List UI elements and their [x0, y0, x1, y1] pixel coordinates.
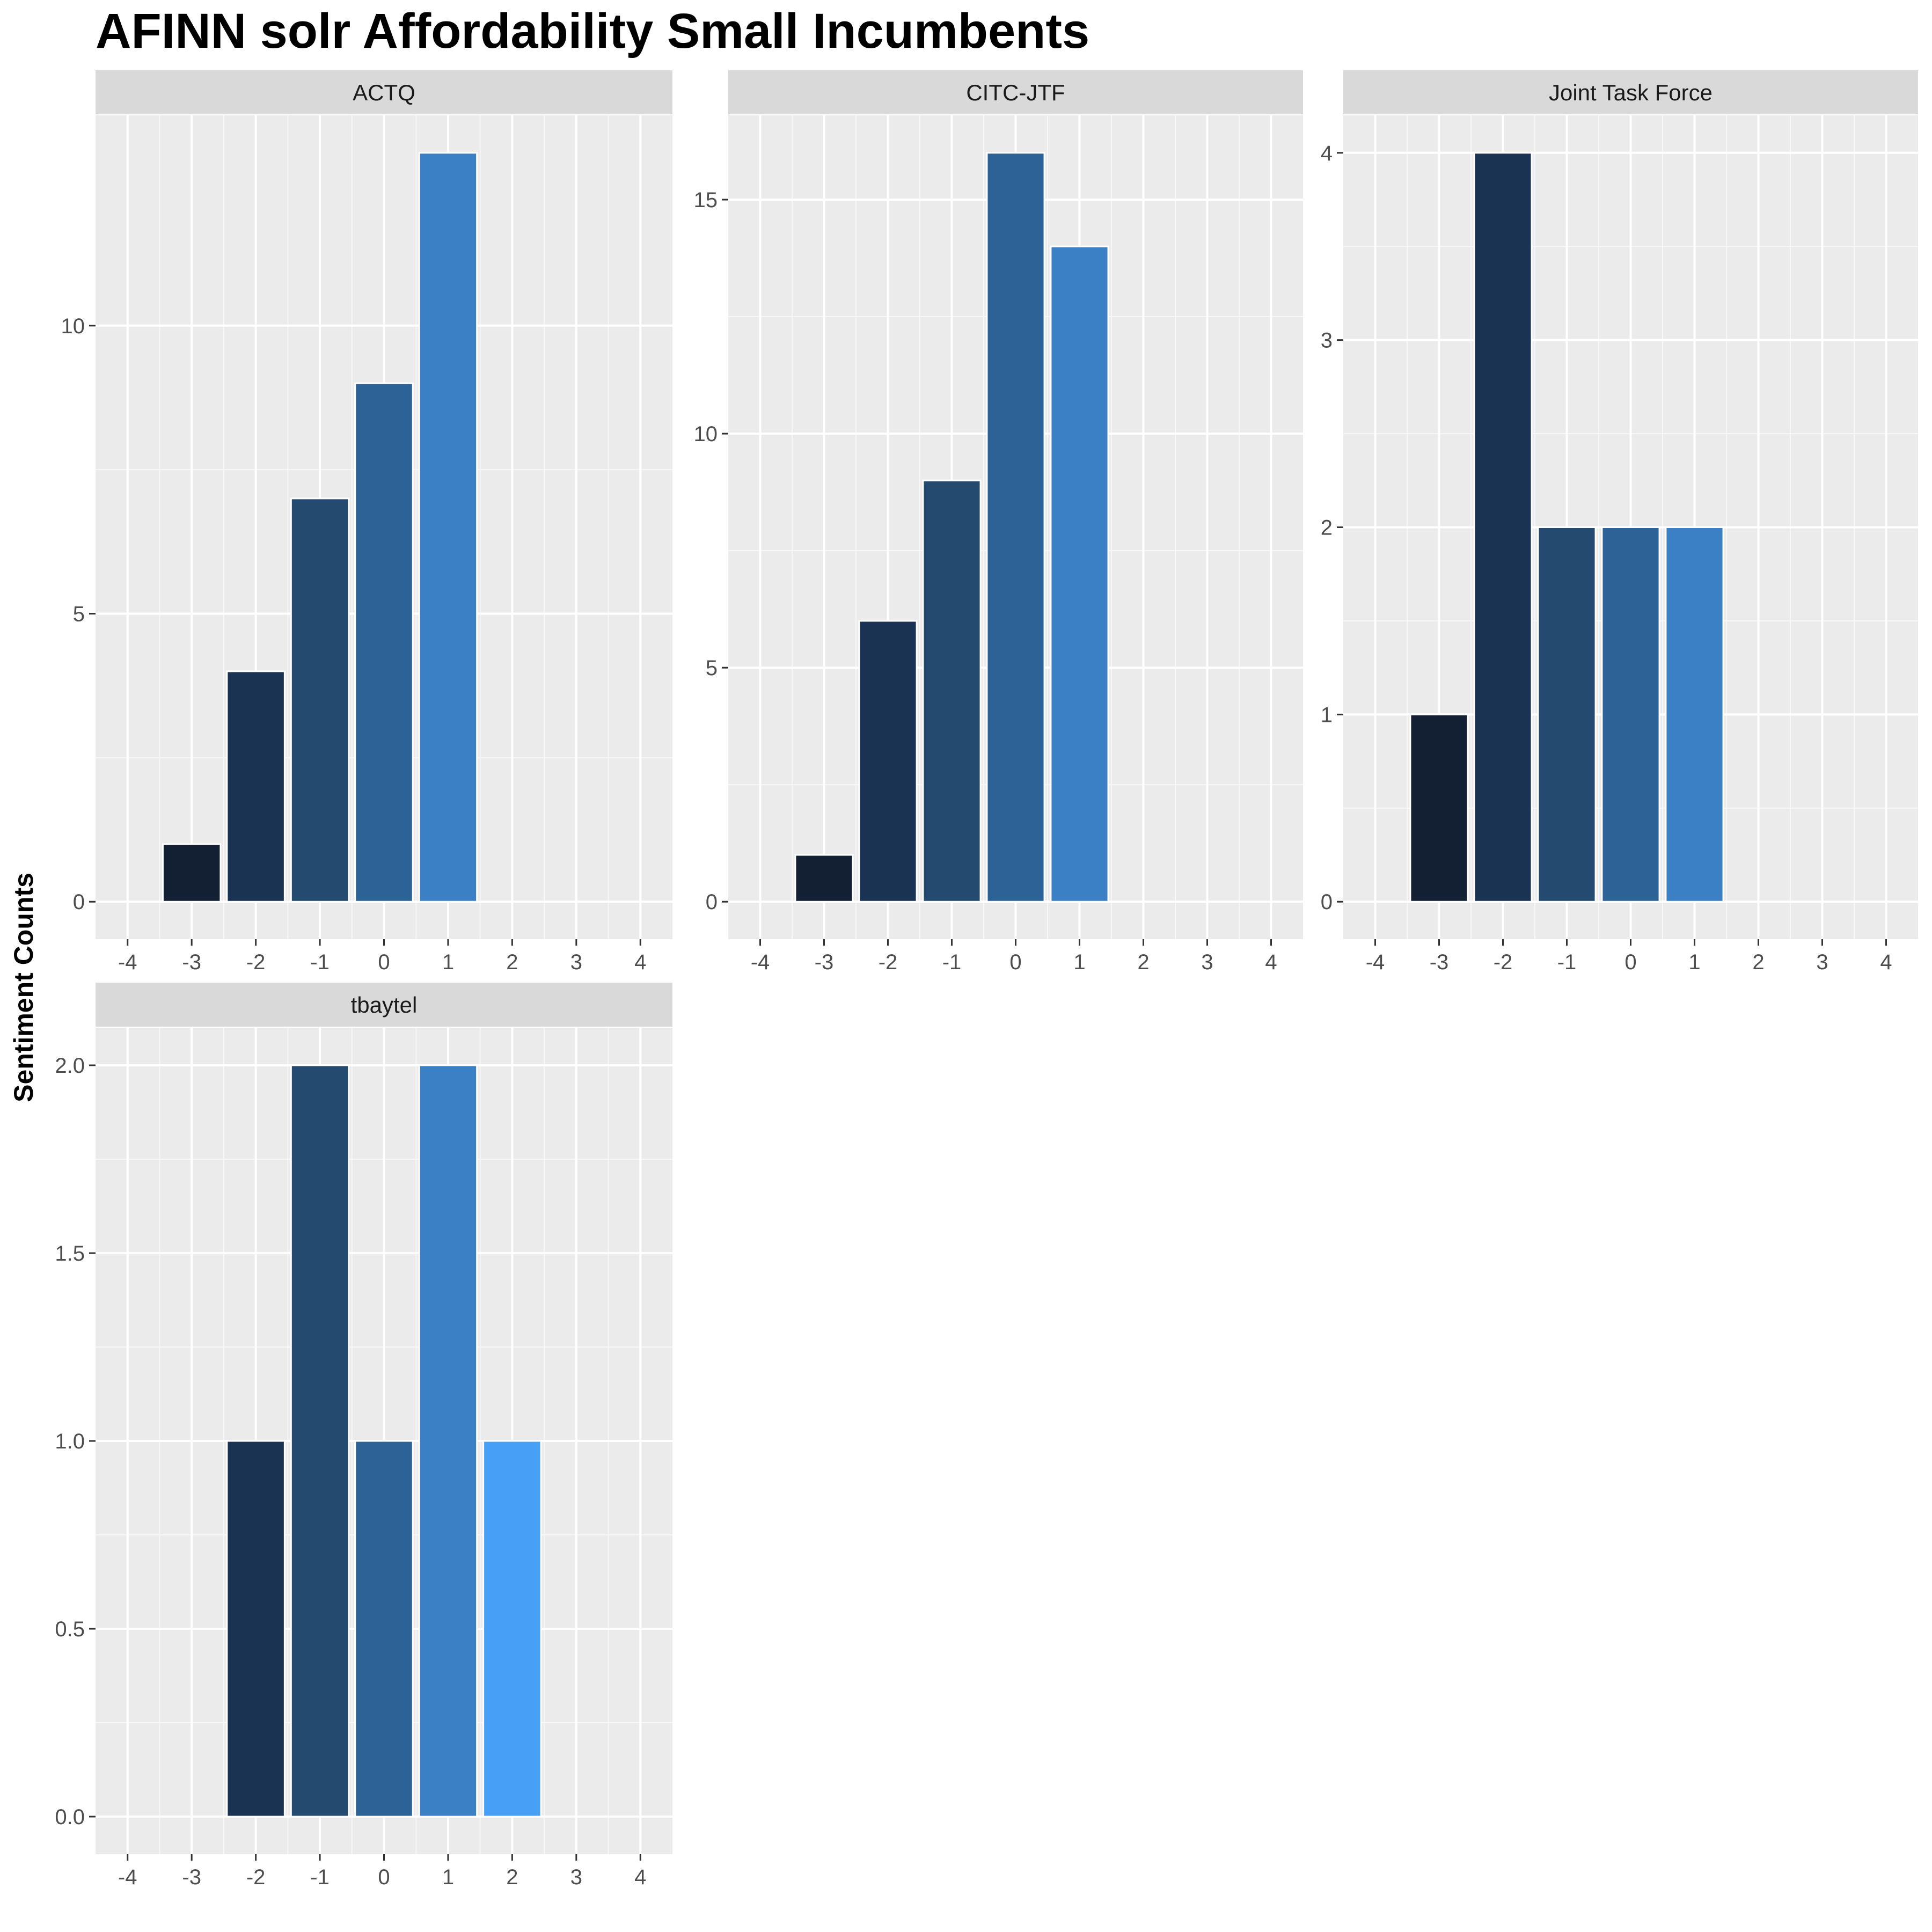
chart-title: AFINN solr Affordability Small Incumbent…	[96, 4, 1090, 58]
bar	[1409, 713, 1469, 903]
y-tick-label: 5	[73, 603, 85, 626]
y-tick-label: 10	[61, 314, 85, 338]
bar	[1473, 152, 1533, 903]
bar	[226, 1440, 286, 1818]
x-tick-label: 1	[442, 1865, 454, 1889]
x-tick-label: 2	[1137, 950, 1149, 974]
x-tick-label: -2	[1494, 950, 1513, 974]
x-tick-label: 2	[506, 950, 518, 974]
facet-panel: CITC-JTF -4 -3 -2 -1 0 1 2 3 4 0 5 10 15	[694, 70, 1303, 974]
bar	[1665, 526, 1724, 903]
bar	[162, 843, 222, 903]
bar	[922, 479, 982, 903]
bar	[986, 152, 1045, 903]
x-tick-label: -3	[182, 1865, 201, 1889]
x-tick-label: -3	[815, 950, 834, 974]
x-tick-label: -1	[942, 950, 962, 974]
bar	[858, 620, 918, 903]
facet-strip-label: Joint Task Force	[1549, 80, 1713, 105]
x-tick-label: 4	[634, 1865, 646, 1889]
facet-strip	[96, 983, 672, 1027]
x-tick-label: -3	[1430, 950, 1449, 974]
y-tick-label: 0.5	[55, 1618, 85, 1641]
y-tick-label: 0.0	[55, 1805, 85, 1829]
y-tick-label: 0	[73, 890, 85, 914]
facet-panel: ACTQ -4 -3 -2 -1 0 1 2 3 4 0 5 10	[61, 70, 672, 974]
bar	[1537, 526, 1597, 903]
y-tick-label: 10	[694, 422, 718, 446]
bar	[1601, 526, 1660, 903]
bar	[226, 670, 286, 903]
facet-strip-label: tbaytel	[351, 992, 418, 1018]
x-tick-label: -1	[310, 950, 330, 974]
x-tick-label: 4	[1880, 950, 1892, 974]
facet-strip	[96, 70, 672, 114]
y-tick-label: 1	[1321, 703, 1333, 727]
y-tick-label: 1.5	[55, 1242, 85, 1265]
y-tick-label: 2.0	[55, 1054, 85, 1078]
x-tick-label: 0	[378, 950, 390, 974]
x-tick-label: -1	[1557, 950, 1577, 974]
x-tick-label: 2	[1752, 950, 1764, 974]
y-tick-label: 5	[706, 656, 718, 680]
y-tick-label: 0	[1321, 890, 1333, 914]
x-tick-label: 1	[1688, 950, 1700, 974]
x-tick-label: 3	[1816, 950, 1828, 974]
x-tick-label: 3	[1201, 950, 1213, 974]
y-tick-label: 3	[1321, 329, 1333, 353]
x-tick-label: 0	[378, 1865, 390, 1889]
y-tick-label: 4	[1321, 142, 1333, 165]
x-tick-label: 1	[1073, 950, 1085, 974]
x-tick-label: 1	[442, 950, 454, 974]
bar	[482, 1440, 542, 1818]
x-tick-label: 3	[570, 1865, 582, 1889]
y-tick-label: 15	[694, 188, 718, 212]
facet-strip-label: CITC-JTF	[966, 80, 1065, 105]
facet-panel: tbaytel -4 -3 -2 -1 0 1 2 3 4 0.0 0.5 1.0 1.5 2.0	[55, 983, 672, 1889]
x-tick-label: 0	[1624, 950, 1636, 974]
x-tick-label: 3	[570, 950, 582, 974]
bar	[354, 382, 414, 903]
bar	[418, 152, 478, 903]
x-tick-label: -3	[182, 950, 201, 974]
facet-strip	[728, 70, 1303, 114]
facet-strip-label: ACTQ	[353, 80, 415, 105]
x-tick-label: -2	[246, 950, 266, 974]
x-tick-label: 4	[634, 950, 646, 974]
x-tick-label: -4	[751, 950, 770, 974]
bar	[1050, 245, 1109, 903]
x-tick-label: -1	[310, 1865, 330, 1889]
bar	[794, 854, 854, 903]
x-tick-label: -4	[118, 1865, 137, 1889]
facet-strip	[1343, 70, 1918, 114]
x-tick-label: -2	[246, 1865, 266, 1889]
bar	[290, 1064, 350, 1818]
x-tick-label: 0	[1009, 950, 1021, 974]
x-tick-label: -4	[118, 950, 137, 974]
x-tick-label: 2	[506, 1865, 518, 1889]
y-tick-label: 2	[1321, 516, 1333, 540]
y-tick-label: 0	[706, 890, 718, 914]
x-tick-label: -4	[1366, 950, 1385, 974]
x-tick-label: 4	[1265, 950, 1277, 974]
bar	[418, 1064, 478, 1818]
bar	[290, 497, 350, 903]
x-tick-label: -2	[879, 950, 898, 974]
y-tick-label: 1.0	[55, 1430, 85, 1453]
facet-panel: Joint Task Force -4 -3 -2 -1 0 1 2 3 4 0 1 2 3 4	[1321, 70, 1918, 974]
bar	[354, 1440, 414, 1818]
